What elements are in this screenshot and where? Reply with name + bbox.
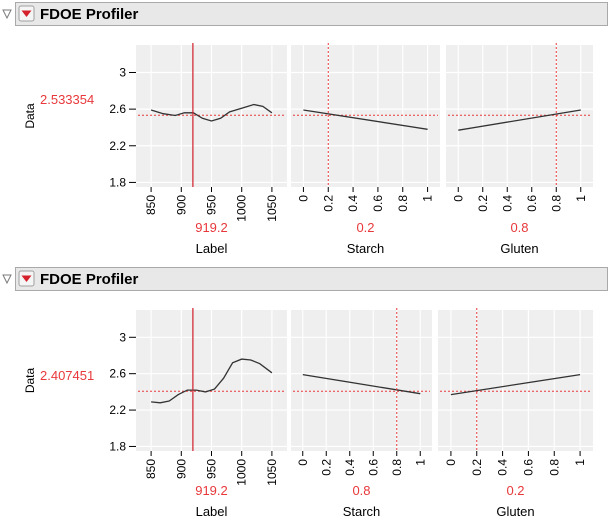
x-tick-label: 0.6 xyxy=(371,195,385,212)
profile-curve xyxy=(302,373,421,395)
x-tick-label: 950 xyxy=(205,459,219,479)
x-tick-label: 0.4 xyxy=(496,459,510,476)
x-tick-label: 0 xyxy=(451,195,465,202)
plot-background xyxy=(291,310,432,451)
red-triangle-icon xyxy=(21,275,32,282)
y-axis: 1.8 2.2 2.6 3 Data 2.407451 xyxy=(23,330,136,453)
profiler-header: FDOE Profiler xyxy=(2,267,608,291)
disclosure-triangle-shape xyxy=(2,274,12,285)
response-current-value[interactable]: 2.533354 xyxy=(40,92,94,107)
plot-background xyxy=(291,45,440,187)
x-tick-label: 0 xyxy=(444,459,458,466)
x-tick-label: 0.4 xyxy=(500,195,514,212)
x-tick-label: 1000 xyxy=(235,459,249,486)
x-tick-label: 0.8 xyxy=(547,459,561,476)
disclosure-triangle-icon[interactable] xyxy=(2,274,12,285)
red-triangle-icon xyxy=(21,10,32,17)
x-tick-label: 1050 xyxy=(265,195,279,222)
profiler-title: FDOE Profiler xyxy=(40,271,139,288)
x-tick-label: 0.2 xyxy=(470,459,484,476)
factor-current-value[interactable]: 0.8 xyxy=(352,483,370,498)
x-tick-label: 1 xyxy=(421,195,435,202)
x-tick-label: 0 xyxy=(296,195,310,202)
y-axis-label: Data xyxy=(23,103,37,129)
header-bar xyxy=(15,2,608,26)
disclosure-triangle-icon[interactable] xyxy=(2,9,12,20)
y-tick-label: 3 xyxy=(119,65,126,79)
x-tick-label: 0.6 xyxy=(525,195,539,212)
x-tick-label: 900 xyxy=(174,459,188,479)
factor-panel-gluten: 0 0.2 0.4 0.6 0.8 1 0.2 Gluten xyxy=(438,308,593,519)
factor-panel-gluten: 0 0.2 0.4 0.6 0.8 1 0.8 Gluten xyxy=(446,43,593,256)
factor-current-value[interactable]: 919.2 xyxy=(195,220,228,235)
y-axis-label: Data xyxy=(23,368,37,394)
factor-panel-starch: 0 0.2 0.4 0.6 0.8 1 0.8 Starch xyxy=(291,308,432,519)
y-tick-label: 1.8 xyxy=(109,439,126,453)
disclosure-triangle-shape xyxy=(2,9,12,20)
factor-current-value[interactable]: 0.2 xyxy=(506,483,524,498)
x-tick-label: 0.8 xyxy=(396,195,410,212)
profile-curve xyxy=(303,109,428,130)
factor-name-label: Gluten xyxy=(496,504,534,519)
y-tick-label: 2.6 xyxy=(109,102,126,116)
y-tick-label: 2.6 xyxy=(109,367,126,381)
factor-current-value[interactable]: 0.2 xyxy=(356,220,374,235)
factor-name-label: Gluten xyxy=(500,241,538,256)
x-tick-label: 0.2 xyxy=(321,195,335,212)
x-tick-label: 0 xyxy=(296,459,310,466)
profile-curve xyxy=(458,109,581,131)
profile-curve xyxy=(450,373,581,396)
factor-name-label: Label xyxy=(196,504,228,519)
header-bar xyxy=(15,267,608,291)
profile-curve xyxy=(150,103,273,122)
x-tick-label: 850 xyxy=(144,459,158,479)
x-tick-label: 1050 xyxy=(265,459,279,486)
x-tick-label: 0.6 xyxy=(366,459,380,476)
x-tick-label: 1000 xyxy=(235,195,249,222)
x-tick-label: 0.6 xyxy=(521,459,535,476)
plot-background xyxy=(446,45,593,187)
factor-panel-starch: 0 0.2 0.4 0.6 0.8 1 0.2 Starch xyxy=(291,43,440,256)
factor-panel-label: 850 900 950 1000 1050 919.2 Label xyxy=(136,43,287,256)
x-tick-label: 0.2 xyxy=(319,459,333,476)
x-tick-label: 1 xyxy=(413,459,427,466)
x-tick-label: 0.2 xyxy=(476,195,490,212)
factor-name-label: Starch xyxy=(347,241,385,256)
red-menu-button[interactable] xyxy=(18,5,35,22)
profiler-header: FDOE Profiler xyxy=(2,2,608,26)
profile-curve xyxy=(151,358,273,404)
x-tick-label: 0.4 xyxy=(346,195,360,212)
profiler-2: FDOE Profiler 1.8 2.2 2.6 3 Data 2.407451 850 90… xyxy=(2,267,608,519)
plot-background xyxy=(438,310,593,451)
factor-panel-label: 850 900 950 1000 1050 919.2 Label xyxy=(136,308,287,519)
x-tick-label: 850 xyxy=(144,195,158,215)
x-tick-label: 0.8 xyxy=(549,195,563,212)
response-current-value[interactable]: 2.407451 xyxy=(40,368,94,383)
profiler-title: FDOE Profiler xyxy=(40,6,139,23)
x-tick-label: 900 xyxy=(174,195,188,215)
factor-current-value[interactable]: 919.2 xyxy=(195,483,228,498)
x-tick-label: 0.4 xyxy=(343,459,357,476)
x-tick-label: 1 xyxy=(573,459,587,466)
x-tick-label: 950 xyxy=(205,195,219,215)
factor-name-label: Starch xyxy=(343,504,381,519)
y-tick-label: 3 xyxy=(119,330,126,344)
factor-current-value[interactable]: 0.8 xyxy=(510,220,528,235)
x-tick-label: 0.8 xyxy=(390,459,404,476)
red-menu-button[interactable] xyxy=(18,270,35,287)
y-tick-label: 1.8 xyxy=(109,175,126,189)
y-tick-label: 2.2 xyxy=(109,403,126,417)
y-tick-label: 2.2 xyxy=(109,139,126,153)
x-tick-label: 1 xyxy=(574,195,588,202)
factor-name-label: Label xyxy=(196,241,228,256)
